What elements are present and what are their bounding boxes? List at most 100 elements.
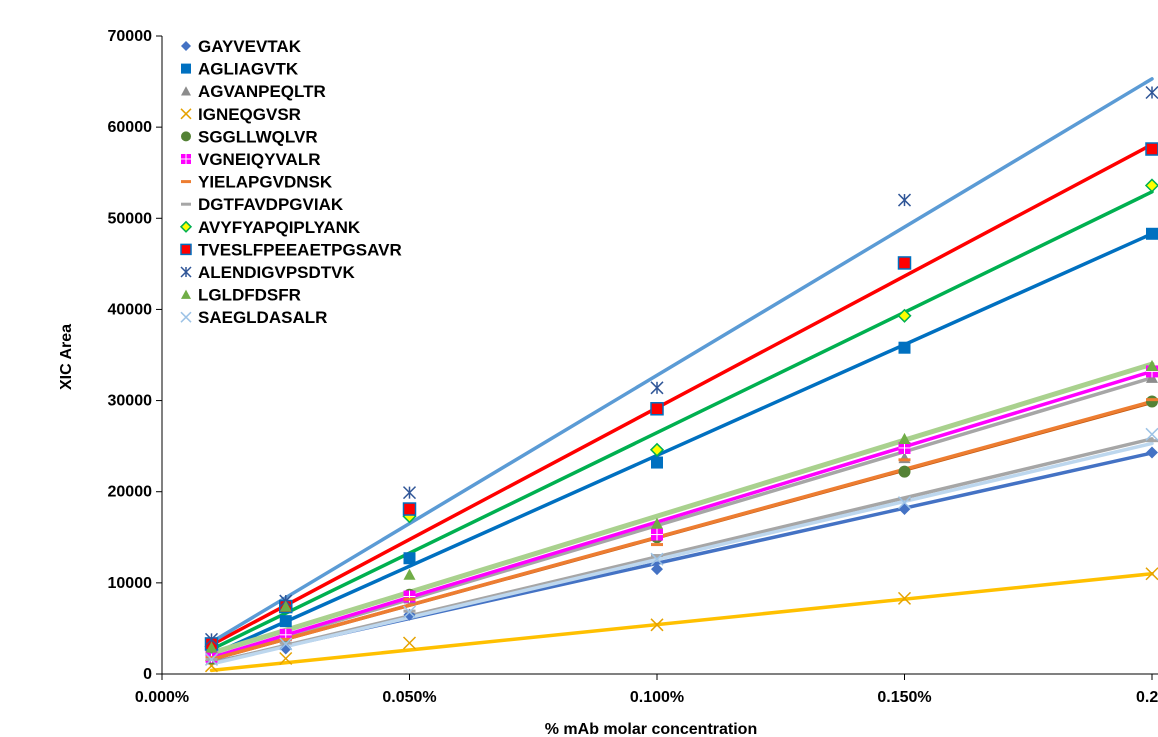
series-tveslfpeeaetpgsavr — [204, 142, 1158, 651]
series-igneqgvsr — [204, 567, 1158, 673]
legend-label: AVYFYAPQIPLYANK — [198, 218, 361, 237]
legend-marker — [180, 266, 192, 278]
data-point — [204, 652, 219, 666]
data-point — [279, 615, 292, 628]
data-point — [1144, 178, 1158, 193]
data-point — [897, 591, 912, 605]
data-point — [402, 605, 417, 619]
data-point — [402, 502, 417, 516]
legend-entry-tveslfpeeaetpgsavr: TVESLFPEEAETPGSAVR — [180, 240, 402, 259]
trend-line-alendigvpsdtvk — [209, 77, 1154, 644]
tick-labels: 0 10000 20000 30000 40000 50000 60000 70000 0.00… — [108, 28, 1158, 706]
legend-entry-alendigvpsdtvk: ALENDIGVPSDTVK — [180, 263, 356, 282]
trend-line-lgldfdsfr — [209, 361, 1155, 656]
data-point — [650, 552, 664, 566]
legend-entry-sggllwqlvr: SGGLLWQLVR — [181, 127, 318, 146]
legend-entry-agliagvtk: AGLIAGVTK — [181, 60, 299, 79]
legend-label: SAEGLDASALR — [198, 308, 327, 327]
y-tick-label: 30000 — [108, 393, 153, 410]
legend-marker — [180, 108, 192, 120]
legend-entry-lgldfdsfr: LGLDFDSFR — [181, 286, 301, 305]
data-point — [898, 341, 911, 354]
x-tick-label: 0.000% — [135, 689, 189, 706]
data-point — [651, 528, 663, 541]
data-point — [898, 441, 911, 454]
trend-line-avyfyapqiplyank — [209, 190, 1154, 652]
legend-label: DGTFAVDPGVIAK — [198, 195, 344, 214]
legend-label: GAYVEVTAK — [198, 37, 302, 56]
legend-marker — [180, 311, 192, 323]
y-tick-label: 60000 — [108, 119, 153, 136]
data-point — [279, 637, 293, 651]
data-point — [279, 642, 292, 655]
y-tick-label: 50000 — [108, 210, 153, 227]
data-point — [649, 442, 665, 457]
legend-label: ALENDIGVPSDTVK — [198, 263, 356, 282]
y-tick-label: 40000 — [108, 301, 153, 318]
data-point — [1145, 567, 1158, 581]
legend: GAYVEVTAK AGLIAGVTK AGVANPEQLTR IGNEQGVSR SG… — [179, 37, 402, 327]
data-point — [1146, 446, 1158, 459]
trend-line-tveslfpeeaetpgsavr — [209, 142, 1154, 647]
data-point — [402, 636, 417, 650]
data-point — [1145, 427, 1158, 441]
series-saegldasalr — [204, 427, 1158, 666]
legend-entry-igneqgvsr: IGNEQGVSR — [180, 105, 301, 124]
legend-entry-saegldasalr: SAEGLDASALR — [180, 308, 327, 327]
legend-marker — [179, 220, 193, 233]
data-point — [897, 256, 912, 270]
legend-marker — [181, 154, 191, 164]
trend-line-vgneiqyvalr — [209, 369, 1154, 660]
legend-label: IGNEQGVSR — [198, 105, 301, 124]
data-point — [279, 651, 293, 666]
trend-line-agliagvtk — [209, 232, 1154, 657]
legend-label: SGGLLWQLVR — [198, 127, 318, 146]
data-point — [898, 432, 911, 444]
data-point — [1146, 227, 1158, 240]
data-point — [1145, 142, 1158, 156]
legend-label: VGNEIQYVALR — [198, 150, 320, 169]
data-point — [897, 496, 912, 510]
data-point — [1146, 359, 1158, 372]
legend-entry-avyfyapqiplyank: AVYFYAPQIPLYANK — [179, 218, 361, 237]
data-point — [651, 517, 663, 529]
data-point — [205, 641, 218, 653]
series-lgldfdsfr — [205, 359, 1158, 653]
data-point — [651, 563, 663, 576]
legend-marker — [181, 86, 191, 96]
y-tick-label: 70000 — [108, 28, 153, 45]
legend-label: AGVANPEQLTR — [198, 82, 326, 101]
legend-label: LGLDFDSFR — [198, 286, 301, 305]
data-point — [898, 465, 911, 478]
data-point — [897, 193, 912, 207]
x-tick-label: 0.050% — [382, 689, 436, 706]
data-point — [403, 568, 416, 580]
trend-line-saegldasalr — [209, 441, 1154, 666]
trend-line-yielapgvdnsk — [209, 399, 1154, 662]
x-tick-label: 0.150% — [877, 689, 931, 706]
legend-entry-dgtfavdpgviak: DGTFAVDPGVIAK — [181, 195, 344, 214]
trend-lines — [209, 77, 1155, 673]
legend-marker — [180, 243, 192, 256]
legend-entry-vgneiqyvalr: VGNEIQYVALR — [181, 150, 320, 169]
chart-axes — [156, 35, 1158, 680]
series-alendigvpsdtvk — [204, 85, 1158, 646]
data-point — [1146, 395, 1158, 408]
y-tick-label: 20000 — [108, 484, 153, 501]
legend-label: YIELAPGVDNSK — [198, 173, 333, 192]
legend-label: TVESLFPEEAETPGSAVR — [198, 240, 402, 259]
x-axis-title: % mAb molar concentration — [545, 721, 757, 737]
data-point — [897, 308, 912, 323]
data-point — [403, 552, 416, 565]
legend-entry-gayvevtak: GAYVEVTAK — [181, 37, 302, 56]
data-point — [651, 456, 663, 469]
legend-marker — [181, 63, 191, 74]
legend-label: AGLIAGVTK — [198, 60, 299, 79]
data-point — [279, 600, 292, 612]
data-point — [898, 503, 911, 516]
x-tick-label: 0.100% — [630, 689, 684, 706]
legend-entry-yielapgvdnsk: YIELAPGVDNSK — [181, 173, 333, 192]
legend-marker — [181, 41, 191, 51]
data-point — [650, 402, 664, 416]
